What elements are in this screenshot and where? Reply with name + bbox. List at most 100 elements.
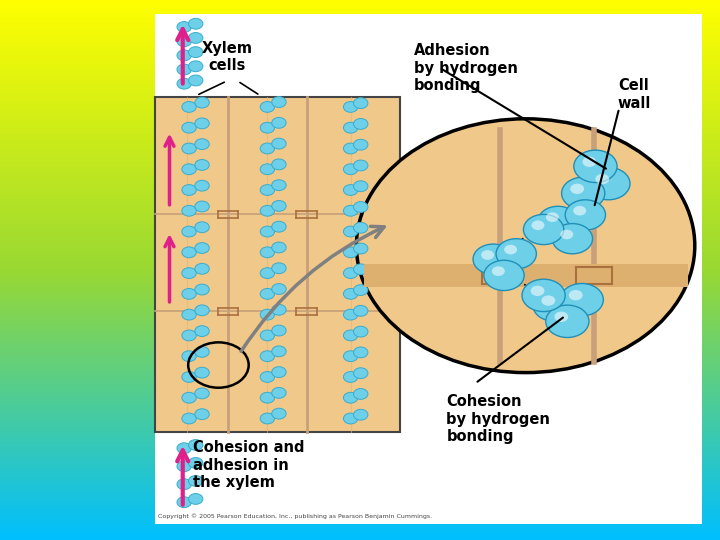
Circle shape <box>260 351 274 362</box>
Circle shape <box>260 205 274 216</box>
Circle shape <box>189 457 203 468</box>
Circle shape <box>343 372 358 382</box>
Circle shape <box>343 122 358 133</box>
Circle shape <box>354 326 368 337</box>
Circle shape <box>356 119 695 373</box>
Circle shape <box>554 312 568 322</box>
Text: Cell
wall: Cell wall <box>618 78 651 111</box>
Circle shape <box>343 288 358 299</box>
Circle shape <box>343 247 358 258</box>
Text: Copyright © 2005 Pearson Education, Inc., publishing as Pearson Benjamin Cumming: Copyright © 2005 Pearson Education, Inc.… <box>158 514 433 519</box>
Circle shape <box>182 288 197 299</box>
Circle shape <box>574 150 617 183</box>
Circle shape <box>271 242 286 253</box>
Circle shape <box>182 205 197 216</box>
Circle shape <box>189 61 203 72</box>
Circle shape <box>260 185 274 195</box>
Circle shape <box>182 185 197 195</box>
Circle shape <box>182 330 197 341</box>
Circle shape <box>354 243 368 254</box>
Circle shape <box>260 288 274 299</box>
Circle shape <box>260 164 274 174</box>
Circle shape <box>189 494 203 504</box>
Circle shape <box>182 309 197 320</box>
Circle shape <box>177 479 192 490</box>
Circle shape <box>562 177 605 210</box>
Circle shape <box>546 212 559 222</box>
Circle shape <box>177 64 192 75</box>
Circle shape <box>523 214 564 245</box>
Circle shape <box>195 326 210 336</box>
Bar <box>364 264 688 287</box>
Circle shape <box>260 247 274 258</box>
Circle shape <box>343 351 358 362</box>
Circle shape <box>354 306 368 316</box>
Circle shape <box>195 388 210 399</box>
Circle shape <box>177 36 192 46</box>
Circle shape <box>354 201 368 212</box>
Circle shape <box>271 325 286 336</box>
Circle shape <box>354 264 368 275</box>
Circle shape <box>343 143 358 154</box>
Circle shape <box>195 264 210 274</box>
Circle shape <box>354 389 368 400</box>
Circle shape <box>177 50 192 60</box>
Circle shape <box>195 222 210 233</box>
Circle shape <box>531 220 544 230</box>
Circle shape <box>343 393 358 403</box>
Circle shape <box>271 221 286 232</box>
Circle shape <box>195 118 210 129</box>
Circle shape <box>189 32 203 43</box>
Circle shape <box>354 118 368 129</box>
Circle shape <box>195 180 210 191</box>
Circle shape <box>189 47 203 57</box>
Circle shape <box>189 75 203 86</box>
Circle shape <box>182 143 197 154</box>
Circle shape <box>531 286 544 296</box>
Circle shape <box>271 117 286 128</box>
Circle shape <box>560 284 603 316</box>
Circle shape <box>260 393 274 403</box>
Circle shape <box>182 247 197 258</box>
Circle shape <box>496 239 536 269</box>
Circle shape <box>343 164 358 174</box>
Text: Cohesion
by hydrogen
bonding: Cohesion by hydrogen bonding <box>446 394 550 444</box>
Circle shape <box>565 200 606 230</box>
Text: Cohesion and
adhesion in
the xylem: Cohesion and adhesion in the xylem <box>193 440 305 490</box>
Circle shape <box>354 285 368 295</box>
Circle shape <box>195 242 210 253</box>
Circle shape <box>343 309 358 320</box>
Circle shape <box>195 97 210 108</box>
Circle shape <box>354 347 368 358</box>
Circle shape <box>177 443 192 454</box>
Circle shape <box>177 22 192 32</box>
Circle shape <box>195 139 210 150</box>
Circle shape <box>182 351 197 362</box>
Circle shape <box>271 388 286 399</box>
Circle shape <box>182 164 197 174</box>
Circle shape <box>260 102 274 112</box>
Circle shape <box>354 181 368 192</box>
Circle shape <box>343 268 358 279</box>
Circle shape <box>343 205 358 216</box>
Circle shape <box>189 476 203 487</box>
Circle shape <box>271 408 286 419</box>
Circle shape <box>182 393 197 403</box>
Circle shape <box>260 309 274 320</box>
Circle shape <box>177 497 192 508</box>
Circle shape <box>492 266 505 276</box>
Circle shape <box>533 289 576 321</box>
Circle shape <box>182 122 197 133</box>
Circle shape <box>570 184 584 194</box>
Circle shape <box>538 206 578 237</box>
Circle shape <box>271 284 286 294</box>
Circle shape <box>182 268 197 279</box>
Circle shape <box>546 305 589 338</box>
Circle shape <box>177 461 192 471</box>
Circle shape <box>260 268 274 279</box>
Circle shape <box>271 305 286 315</box>
Circle shape <box>182 226 197 237</box>
Circle shape <box>595 174 609 184</box>
Circle shape <box>354 139 368 150</box>
Circle shape <box>189 18 203 29</box>
